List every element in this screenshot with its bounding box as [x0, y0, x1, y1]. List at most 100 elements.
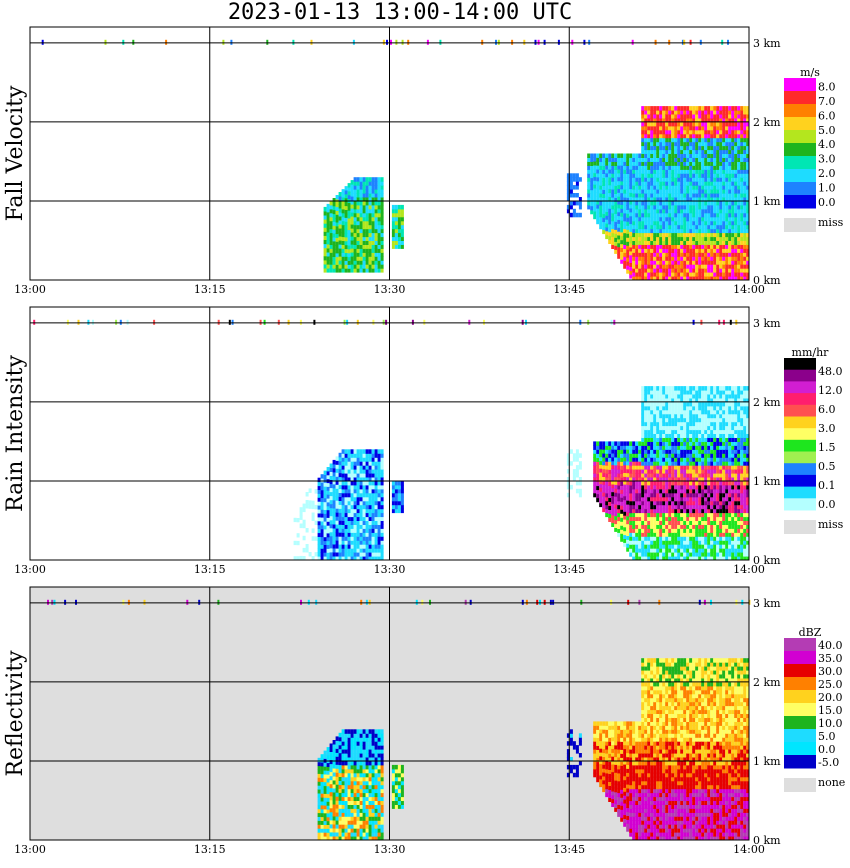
fall-velocity-cell	[734, 268, 738, 273]
fall-velocity-cell	[734, 169, 738, 174]
rain-intensity-cell	[611, 476, 615, 481]
fall-velocity-cell	[725, 133, 729, 139]
speckle-mark	[583, 39, 586, 45]
fall-velocity-cell	[722, 189, 726, 194]
fall-velocity-cell	[650, 141, 654, 147]
fall-velocity-cell	[665, 153, 669, 158]
rain-intensity-cell	[659, 548, 663, 553]
rain-intensity-cell	[710, 516, 714, 521]
rain-intensity-cell	[695, 437, 699, 442]
rain-intensity-cell	[719, 469, 723, 474]
fall-velocity-cell	[710, 157, 714, 162]
rain-intensity-cell	[350, 528, 354, 533]
fall-velocity-cell	[644, 173, 648, 178]
rain-intensity-cell	[683, 556, 687, 561]
rain-intensity-cell	[701, 516, 705, 521]
rain-intensity-cell	[722, 524, 726, 529]
fall-velocity-cell	[350, 216, 354, 221]
fall-velocity-cell	[707, 232, 711, 238]
fall-velocity-cell	[713, 165, 717, 170]
fall-velocity-cell	[728, 256, 732, 261]
rain-intensity-cell	[689, 421, 693, 427]
fall-velocity-cell	[701, 208, 705, 214]
rain-intensity-cell	[641, 394, 645, 399]
rain-intensity-cell	[626, 476, 630, 482]
fall-velocity-cell	[620, 255, 624, 260]
fall-velocity-cell	[626, 241, 630, 246]
rain-intensity-cell	[400, 484, 404, 490]
rain-intensity-cell	[611, 460, 615, 466]
rain-intensity-cell	[593, 457, 597, 462]
rain-intensity-cell	[632, 504, 636, 510]
rain-intensity-cell	[341, 500, 345, 506]
rain-intensity-cell	[632, 484, 636, 490]
rain-intensity-cell	[620, 457, 624, 462]
rain-intensity-cell	[617, 488, 621, 494]
fall-velocity-cell	[332, 205, 336, 211]
fall-velocity-cell	[638, 276, 642, 281]
fall-velocity-cell	[605, 226, 609, 232]
fall-velocity-cell	[665, 268, 669, 273]
fall-velocity-cell	[719, 121, 723, 127]
rain-intensity-cell	[593, 465, 597, 470]
fall-velocity-cell	[644, 121, 648, 127]
rain-intensity-cell	[596, 457, 600, 462]
rain-intensity-cell	[626, 543, 630, 548]
rain-intensity-cell	[320, 474, 324, 479]
rain-intensity-cell	[653, 504, 657, 510]
rain-intensity-cell	[698, 397, 702, 403]
fall-velocity-cell	[632, 216, 636, 222]
fall-velocity-cell	[638, 268, 642, 273]
rain-intensity-cell	[701, 469, 705, 474]
rain-intensity-cell	[641, 552, 645, 557]
rain-intensity-cell	[397, 496, 401, 502]
rain-intensity-cell	[350, 477, 354, 482]
rain-intensity-cell	[671, 500, 675, 506]
rain-intensity-cell	[344, 556, 348, 561]
fall-velocity-cell	[707, 185, 711, 190]
fall-velocity-cell	[719, 204, 723, 210]
rain-intensity-cell	[626, 480, 630, 485]
fall-velocity-cell	[716, 193, 720, 198]
rain-intensity-cell	[329, 479, 333, 485]
fall-velocity-cell	[635, 240, 639, 245]
fall-velocity-cell	[689, 268, 693, 273]
fall-velocity-cell	[677, 157, 681, 162]
fall-velocity-cell	[599, 224, 603, 230]
rain-intensity-cell	[695, 528, 699, 533]
fall-velocity-cell	[620, 173, 624, 178]
fall-velocity-cell	[329, 216, 333, 222]
fall-velocity-cell	[737, 114, 741, 119]
rain-intensity-cell	[665, 465, 669, 470]
rain-intensity-cell	[701, 417, 705, 423]
fall-velocity-cell	[683, 106, 687, 111]
rain-intensity-cell	[323, 482, 327, 487]
fall-velocity-cell	[638, 260, 642, 265]
rain-intensity-cell	[605, 492, 609, 498]
rain-intensity-cell	[620, 465, 624, 470]
fall-velocity-cell	[326, 248, 330, 253]
fall-velocity-cell	[608, 180, 612, 186]
fall-velocity-cell	[674, 185, 678, 190]
fall-velocity-cell	[695, 197, 699, 202]
fall-velocity-cell	[596, 180, 600, 186]
rain-intensity-cell	[680, 413, 684, 419]
fall-velocity-cell	[632, 204, 636, 210]
rain-intensity-cell	[368, 556, 372, 561]
rain-intensity-cell	[623, 495, 627, 501]
fall-velocity-cell	[323, 219, 327, 224]
fall-velocity-cell	[698, 169, 702, 174]
fall-velocity-cell	[716, 216, 720, 222]
rain-intensity-cell	[683, 394, 687, 399]
fall-velocity-cell	[590, 157, 594, 162]
rain-intensity-cell	[668, 465, 672, 470]
rain-intensity-cell	[380, 524, 384, 529]
rain-intensity-cell	[344, 536, 348, 541]
fall-velocity-cell	[335, 268, 339, 273]
fall-velocity-cell	[728, 216, 732, 222]
rain-intensity-cell	[647, 496, 651, 502]
fall-velocity-cell	[641, 173, 645, 178]
rain-intensity-cell	[683, 453, 687, 458]
rain-intensity-cell	[350, 540, 354, 545]
fall-velocity-cell	[638, 256, 642, 261]
